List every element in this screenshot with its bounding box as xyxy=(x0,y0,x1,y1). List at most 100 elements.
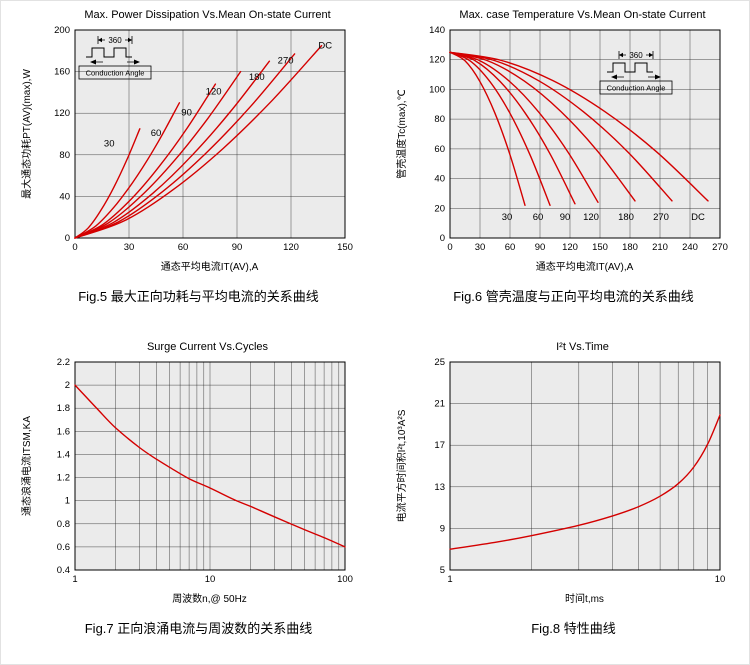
curve-surge-current xyxy=(73,384,346,548)
y-tick-label: 160 xyxy=(54,67,70,78)
y-tick-label: 40 xyxy=(59,191,70,202)
curve-i2t xyxy=(448,414,721,550)
y-tick-label: 21 xyxy=(434,399,445,410)
curve-label-270: 270 xyxy=(277,55,293,66)
y-tick-label: 0 xyxy=(64,233,69,244)
curve-90 xyxy=(448,51,576,205)
y-tick-label: 9 xyxy=(439,523,444,534)
x-tick-label: 0 xyxy=(447,242,452,253)
x-tick-label: 90 xyxy=(231,242,242,253)
y-tick-label: 100 xyxy=(429,84,445,95)
x-tick-label: 30 xyxy=(123,242,134,253)
y-tick-label: 13 xyxy=(434,482,445,493)
plot-area xyxy=(74,30,345,238)
curve-DC xyxy=(448,51,709,202)
curve-label-30: 30 xyxy=(103,139,114,150)
gridlines xyxy=(74,361,345,571)
fig5-caption: Fig.5 最大正向功耗与平均电流的关系曲线 xyxy=(78,289,319,304)
x-tick-label: 0 xyxy=(72,242,77,253)
fig7-panel: Surge Current Vs.Cycles 1 10 100 0.4 0.6 0.8 1… xyxy=(13,341,365,637)
fig6-caption: Fig.6 管壳温度与正向平均电流的关系曲线 xyxy=(453,289,694,304)
x-tick-label: 180 xyxy=(622,242,638,253)
fig5-plot: 0 30 60 90 120 150 0 40 80 120 160 200 最大通态功耗PT(AV)(… xyxy=(17,22,361,260)
fig6-svg: 0 30 60 90 120 150 180 210 240 270 0 20 40 60 80 100 120… xyxy=(395,25,728,253)
y-tick-label: 0.6 xyxy=(56,542,69,553)
inset-angle-arrows xyxy=(610,74,661,80)
fig7-title: Surge Current Vs.Cycles xyxy=(146,341,269,353)
inset-angle-arrows xyxy=(89,59,140,65)
curve-label-60: 60 xyxy=(150,128,161,139)
fig8-xlabel: 时间t,ms xyxy=(565,594,604,605)
inset-arrowheads xyxy=(97,37,132,43)
curve-120 xyxy=(73,70,241,239)
fig5-svg: 0 30 60 90 120 150 0 40 80 120 160 200 最大通态功耗PT(AV)(… xyxy=(20,25,353,253)
y-tick-label: 120 xyxy=(429,55,445,66)
x-tick-label: 240 xyxy=(682,242,698,253)
inset-square-wave xyxy=(606,62,653,73)
inset-label-box xyxy=(599,80,672,95)
tick-labels: 0 30 60 90 120 150 0 40 80 120 160 200 xyxy=(54,25,353,253)
x-tick-label: 1 xyxy=(447,574,452,585)
curve-270 xyxy=(73,53,295,239)
y-tick-label: 80 xyxy=(434,114,445,125)
fig8-plot: 1 10 5 9 13 17 21 25 电流平方时间积I²t,10³A²S xyxy=(392,354,736,592)
curve-label-90: 90 xyxy=(559,212,570,223)
y-tick-label: 1.8 xyxy=(56,403,69,414)
inset-period-label: 360 xyxy=(108,36,122,45)
inset-edge-marks xyxy=(97,36,132,44)
fig7-caption: Fig.7 正向浪涌电流与周波数的关系曲线 xyxy=(84,621,313,636)
y-tick-label: 1.4 xyxy=(56,449,69,460)
tick-labels: 1 10 5 9 13 17 21 25 xyxy=(434,357,725,585)
curve-120 xyxy=(448,51,599,203)
curve-label-60: 60 xyxy=(532,212,543,223)
fig8-panel: I²t Vs.Time 1 10 5 9 13 17 21 25 电流平方时间积I²t,10³A… xyxy=(388,341,740,637)
fig7-xlabel: 周波数n,@ 50Hz xyxy=(172,594,247,605)
fig8-title: I²t Vs.Time xyxy=(556,341,609,353)
plot-area xyxy=(449,362,720,570)
y-tick-label: 80 xyxy=(59,150,70,161)
y-tick-label: 2.2 xyxy=(56,357,69,368)
inset-box-label: Conduction Angle xyxy=(606,84,665,93)
curve-label-30: 30 xyxy=(501,212,512,223)
curve-90 xyxy=(73,83,216,239)
inset-edge-marks xyxy=(618,51,653,59)
plot-area xyxy=(449,30,720,238)
inset-square-wave xyxy=(85,47,132,58)
y-tick-label: 17 xyxy=(434,440,445,451)
y-tick-label: 1.2 xyxy=(56,473,69,484)
fig6-title: Max. case Temperature Vs.Mean On-state C… xyxy=(459,9,706,21)
conduction-angle-inset: 360 Conduction Angle xyxy=(78,36,151,80)
tick-labels: 0 30 60 90 120 150 180 210 240 270 0 20 40 60 80 100 120… xyxy=(429,25,728,253)
fig5-xlabel: 通态平均电流IT(AV),A xyxy=(160,262,259,273)
x-tick-label: 90 xyxy=(534,242,545,253)
curve-label-180: 180 xyxy=(248,72,264,83)
tick-labels: 1 10 100 0.4 0.6 0.8 1 1.2 1.4 1.6 1.8 2 2.2 xyxy=(56,357,352,585)
fig6-xlabel: 通态平均电流IT(AV),A xyxy=(535,262,634,273)
x-tick-label: 10 xyxy=(714,574,725,585)
curve-label-120: 120 xyxy=(205,87,221,98)
curve-label-180: 180 xyxy=(618,212,634,223)
x-tick-label: 60 xyxy=(504,242,515,253)
y-tick-label: 40 xyxy=(434,174,445,185)
x-tick-label: 120 xyxy=(562,242,578,253)
curve-30 xyxy=(73,128,140,239)
curve-label-DC: DC xyxy=(691,212,705,223)
curve-30 xyxy=(448,51,526,206)
inset-label-box xyxy=(78,65,151,80)
y-tick-label: 1.6 xyxy=(56,426,69,437)
x-tick-label: 270 xyxy=(712,242,728,253)
x-tick-label: 10 xyxy=(204,574,215,585)
y-tick-label: 0 xyxy=(439,233,444,244)
curve-270 xyxy=(448,51,673,202)
curve-180 xyxy=(448,51,636,202)
plot-border xyxy=(74,29,345,239)
y-tick-label: 60 xyxy=(434,144,445,155)
inset-period-label: 360 xyxy=(629,51,643,60)
y-tick-label: 1 xyxy=(64,496,69,507)
x-tick-label: 210 xyxy=(652,242,668,253)
x-tick-label: 30 xyxy=(474,242,485,253)
plot-border xyxy=(449,29,720,239)
plot-border xyxy=(74,361,345,571)
fig8-caption: Fig.8 特性曲线 xyxy=(531,621,616,636)
